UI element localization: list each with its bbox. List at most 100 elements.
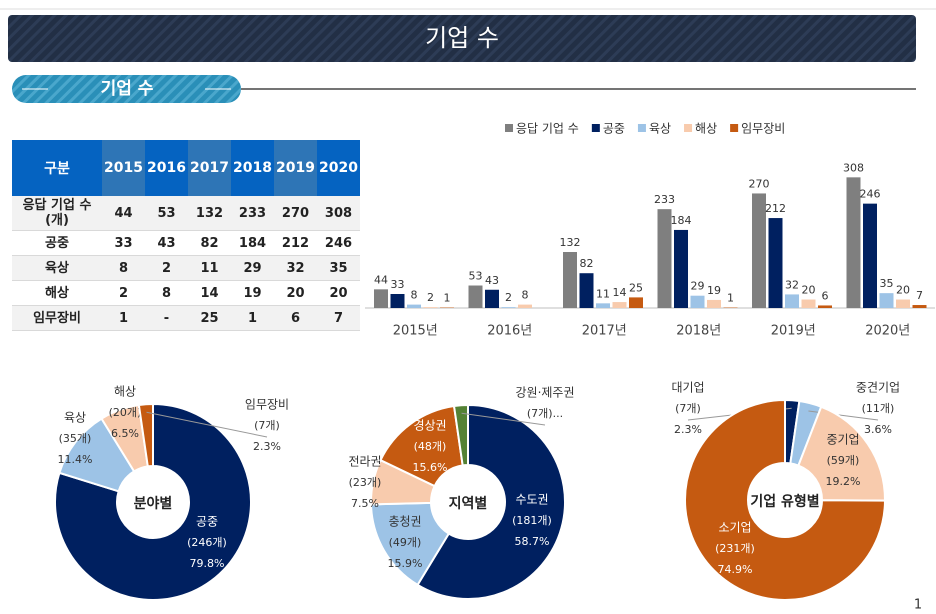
donut-center-label: 분야별 [134,495,173,512]
table-header-cell: 2016 [145,140,188,196]
table-cell: 2 [102,280,145,306]
slice-percent: 2.3% [253,440,281,453]
bar [423,307,438,308]
data-label: 270 [749,177,770,190]
slice-label: 대기업 [671,381,704,395]
data-label: 20 [896,284,910,297]
legend-swatch [505,124,513,132]
x-tick-label: 2016년 [487,324,532,339]
bar [752,193,766,308]
slice-percent: 7.5% [351,497,379,510]
table-cell: 7 [317,305,360,331]
legend-label: 해상 [695,122,717,136]
row-label: 해상 [12,280,102,306]
bar [485,289,499,308]
bar [863,203,877,308]
table-cell: 33 [102,230,145,256]
section-pill [12,75,241,103]
bar [518,304,532,308]
donut-hole [431,465,505,539]
page-number: 1 [914,598,922,613]
bar [674,229,688,308]
slice-label: 해상 [114,385,136,399]
bar [707,299,721,308]
bar [629,297,643,308]
slice-label: 강원·제주권 [515,386,574,400]
bar [407,304,421,308]
table-cell: 20 [274,280,317,306]
leader-line [146,411,268,438]
slice-label: 공중 [196,515,218,529]
bar [879,293,894,308]
slice-count: (59개) [827,454,860,467]
slice-percent: 15.6% [413,461,448,474]
data-table: 구분 2015 2016 2017 2018 2019 2020 응답 기업 수 (개) 44 5… [12,140,360,331]
table-cell: 43 [145,230,188,256]
table-header-cell: 2018 [231,140,274,196]
data-label: 1 [727,292,734,305]
data-label: 20 [802,284,816,297]
data-label: 6 [822,289,829,302]
legend-label: 공중 [603,122,625,136]
data-label: 33 [391,278,405,291]
bar [390,294,405,308]
bar [612,302,627,308]
slice-label: 전라권 [348,455,381,469]
data-label: 7 [916,289,923,302]
table-header-cell: 2015 [102,140,145,196]
slice-percent: 15.9% [388,557,423,570]
table-cell: 212 [274,230,317,256]
data-label: 19 [707,284,721,297]
table-cell: 246 [317,230,360,256]
legend-swatch [637,124,646,132]
data-label: 35 [880,277,894,290]
legend-swatch [591,124,600,132]
bar [563,252,577,308]
table-cell: 20 [317,280,360,306]
table-header-cell: 2020 [317,140,360,196]
data-label: 32 [785,278,799,291]
table-cell: 14 [188,280,231,306]
slice-percent: 6.5% [111,427,139,440]
data-label: 44 [374,273,388,286]
x-tick-label: 2019년 [771,324,816,339]
bar [657,209,672,308]
donut-center-label: 지역별 [449,495,488,512]
row-label: 육상 [12,255,102,281]
slice-count: (7개) [675,402,701,415]
data-label: 212 [765,202,786,215]
table-cell: 6 [274,305,317,331]
bar [896,299,910,308]
legend-label: 응답 기업 수 [516,122,579,136]
section-label: 기업 수 [101,79,154,99]
data-label: 43 [485,274,499,287]
donut-center-label: 기업 유형별 [750,493,819,510]
table-cell: 308 [317,196,360,231]
table-cell: 1 [102,305,145,331]
slice-count: (11개) [862,402,895,415]
data-label: 308 [843,161,864,174]
data-label: 25 [629,281,643,294]
x-tick-label: 2020년 [865,324,910,339]
slice-label: 충청권 [388,515,421,529]
table-cell: 8 [145,280,188,306]
table-cell: 233 [231,196,274,231]
bar [912,305,927,308]
slice-count: (20개) [109,406,142,419]
slice-count: (231개) [715,542,755,555]
donut-hole [117,466,189,538]
slice-count: (7개) [254,419,280,432]
bar [374,289,388,308]
table-cell: 11 [188,255,231,281]
slice-percent: 79.8% [190,557,225,570]
table-cell: 29 [231,255,274,281]
leader-line [461,412,546,426]
row-label: 공중 [12,230,102,256]
header-bar [8,15,916,62]
data-label: 246 [860,188,881,201]
slice-label: 임무장비 [245,398,289,412]
bar [818,305,832,308]
slice-count: (23개) [349,476,382,489]
slice-count: (49개) [389,536,422,549]
